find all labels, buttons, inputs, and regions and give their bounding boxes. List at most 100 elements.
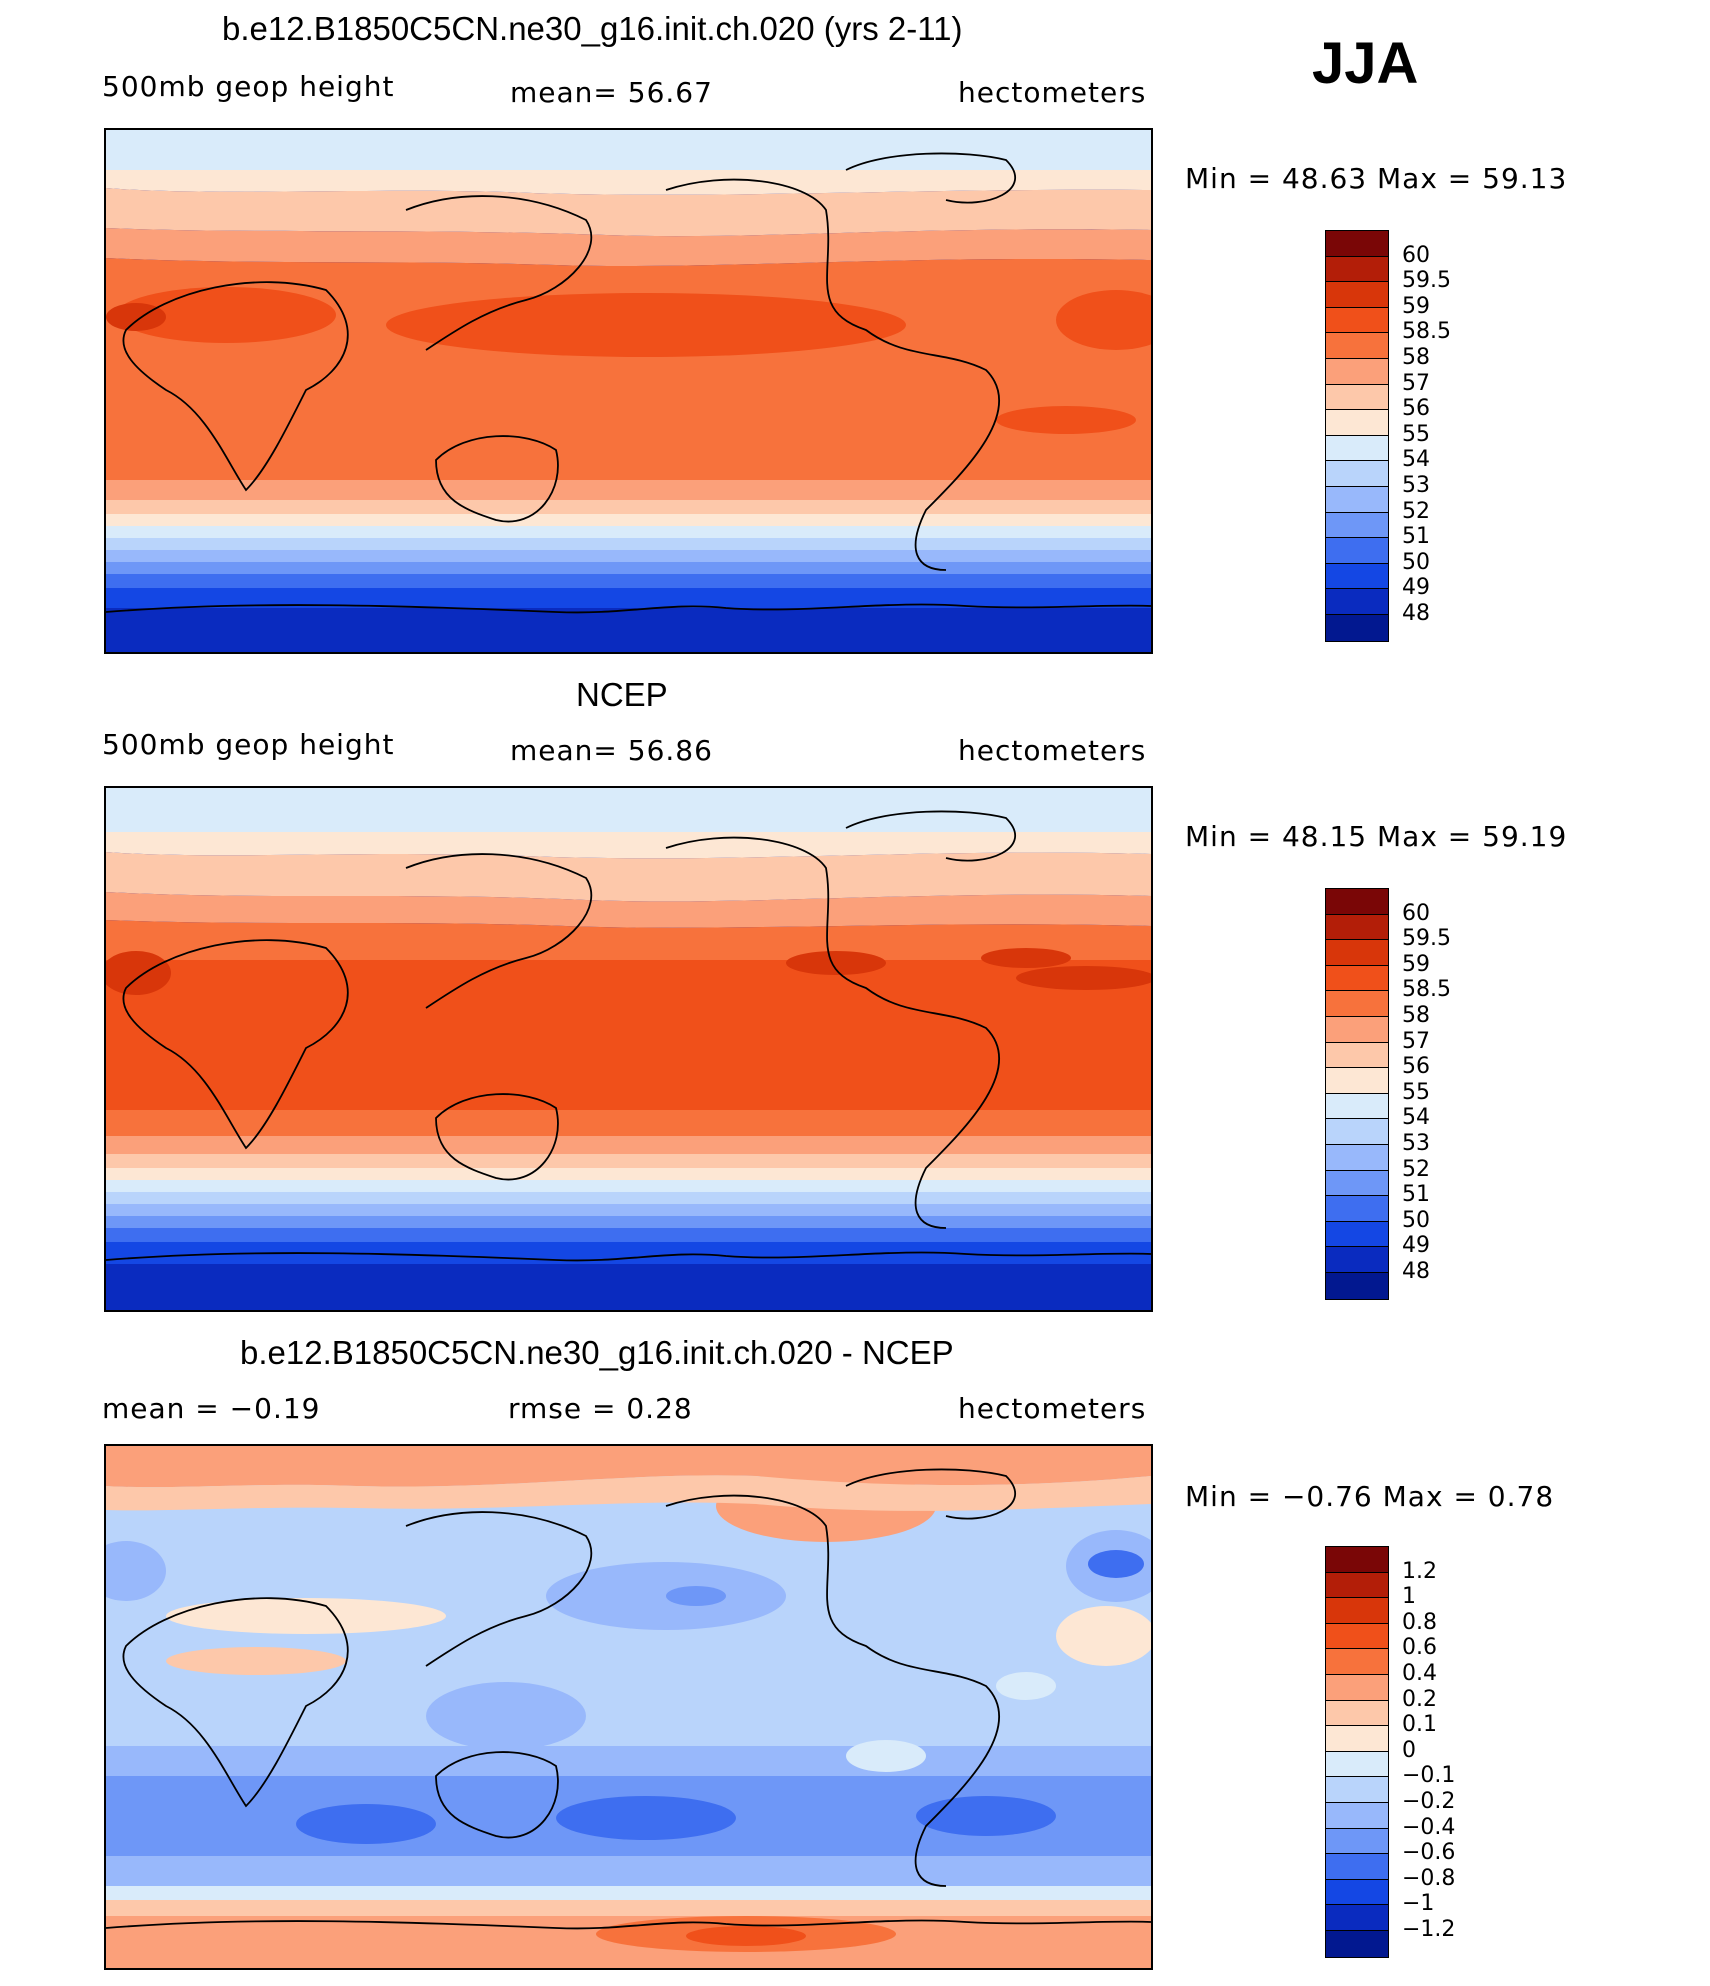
colorbar-swatch — [1326, 307, 1388, 334]
colorbar-swatch — [1326, 1016, 1388, 1043]
panel-2-min-max: Min = 48.15 Max = 59.19 — [1185, 820, 1568, 853]
panel-1-colorbar — [1325, 230, 1389, 642]
colorbar-swatch — [1326, 1777, 1388, 1803]
panel-2-colorbar — [1325, 888, 1389, 1300]
panel-1-units-label: hectometers — [958, 76, 1147, 109]
colorbar-tick-label: 55 — [1402, 1079, 1430, 1105]
panel-2-mean-label: mean= 56.86 — [510, 734, 713, 767]
colorbar-swatch — [1326, 1221, 1388, 1248]
colorbar-swatch — [1326, 614, 1388, 641]
colorbar-tick-label: −0.6 — [1402, 1840, 1456, 1866]
panel-3-title: b.e12.B1850C5CN.ne30_g16.init.ch.020 - N… — [240, 1334, 954, 1371]
colorbar-tick-label: 1 — [1402, 1584, 1416, 1610]
colorbar-tick-label: 54 — [1402, 1105, 1430, 1131]
panel-3-mean-label: mean = −0.19 — [102, 1392, 321, 1425]
colorbar-tick-label: 0.8 — [1402, 1609, 1437, 1635]
colorbar-swatch — [1326, 1247, 1388, 1273]
colorbar-swatch — [1326, 1674, 1388, 1701]
colorbar-tick-label: 0.4 — [1402, 1661, 1437, 1686]
colorbar-swatch — [1326, 1119, 1388, 1145]
colorbar-tick-label: −0.1 — [1402, 1763, 1456, 1789]
panel-2-variable-label: 500mb geop height — [102, 728, 395, 761]
colorbar-tick-label: 59.5 — [1402, 926, 1451, 952]
colorbar-tick-label: 58.5 — [1402, 977, 1451, 1003]
panel-3-units-label: hectometers — [958, 1392, 1147, 1425]
colorbar-swatch — [1326, 1649, 1388, 1675]
colorbar-tick-label: 1.2 — [1402, 1558, 1437, 1584]
panel-1-min-max: Min = 48.63 Max = 59.13 — [1185, 162, 1568, 195]
colorbar-swatch — [1326, 563, 1388, 590]
colorbar-tick-label: 49 — [1402, 575, 1430, 601]
colorbar-tick-label: 51 — [1402, 524, 1430, 550]
colorbar-tick-label: 57 — [1402, 370, 1430, 396]
colorbar-tick-label: 58 — [1402, 345, 1430, 370]
colorbar-swatch — [1326, 1170, 1388, 1197]
colorbar-tick-label: 48 — [1402, 1259, 1430, 1284]
panel-1-mean-label: mean= 56.67 — [510, 76, 713, 109]
colorbar-swatch — [1326, 435, 1388, 462]
colorbar-swatch — [1326, 1905, 1388, 1931]
colorbar-swatch — [1326, 914, 1388, 941]
colorbar-tick-label: 56 — [1402, 1054, 1430, 1080]
colorbar-swatch — [1326, 410, 1388, 436]
colorbar-swatch — [1326, 1700, 1388, 1727]
colorbar-swatch — [1326, 1726, 1388, 1752]
colorbar-tick-label: 60 — [1402, 242, 1430, 268]
colorbar-tick-label: 59.5 — [1402, 268, 1451, 294]
colorbar-tick-label: −0.8 — [1402, 1865, 1456, 1891]
colorbar-swatch — [1326, 1144, 1388, 1171]
panel-3-colorbar — [1325, 1546, 1389, 1958]
colorbar-swatch — [1326, 940, 1388, 966]
colorbar-swatch — [1326, 282, 1388, 308]
panel-3-rmse-label: rmse = 0.28 — [508, 1392, 693, 1425]
colorbar-swatch — [1326, 231, 1388, 257]
colorbar-swatch — [1326, 461, 1388, 487]
colorbar-swatch — [1326, 1879, 1388, 1906]
colorbar-swatch — [1326, 889, 1388, 915]
colorbar-swatch — [1326, 256, 1388, 283]
panel-1-title: b.e12.B1850C5CN.ne30_g16.init.ch.020 (yr… — [222, 10, 963, 47]
colorbar-tick-label: 0.6 — [1402, 1635, 1437, 1661]
colorbar-swatch — [1326, 1802, 1388, 1829]
colorbar-tick-label: 56 — [1402, 396, 1430, 422]
colorbar-swatch — [1326, 384, 1388, 411]
colorbar-tick-label: 48 — [1402, 601, 1430, 626]
colorbar-tick-label: 53 — [1402, 1131, 1430, 1156]
colorbar-tick-label: 52 — [1402, 498, 1430, 524]
colorbar-tick-label: 52 — [1402, 1156, 1430, 1182]
colorbar-swatch — [1326, 1068, 1388, 1094]
colorbar-tick-label: 50 — [1402, 1207, 1430, 1233]
panel-1-variable-label: 500mb geop height — [102, 70, 395, 103]
colorbar-swatch — [1326, 1854, 1388, 1880]
colorbar-swatch — [1326, 589, 1388, 615]
colorbar-tick-label: 60 — [1402, 900, 1430, 926]
colorbar-swatch — [1326, 1930, 1388, 1957]
colorbar-tick-label: 49 — [1402, 1233, 1430, 1259]
colorbar-swatch — [1326, 991, 1388, 1017]
colorbar-swatch — [1326, 1751, 1388, 1778]
colorbar-tick-label: 0.2 — [1402, 1686, 1437, 1712]
colorbar-tick-label: −0.4 — [1402, 1814, 1456, 1840]
colorbar-swatch — [1326, 512, 1388, 539]
colorbar-swatch — [1326, 1093, 1388, 1120]
panel-3-min-max: Min = −0.76 Max = 0.78 — [1185, 1480, 1555, 1513]
colorbar-swatch — [1326, 1196, 1388, 1222]
colorbar-swatch — [1326, 965, 1388, 992]
colorbar-swatch — [1326, 333, 1388, 359]
colorbar-tick-label: 59 — [1402, 293, 1430, 319]
colorbar-swatch — [1326, 1547, 1388, 1573]
colorbar-tick-label: 54 — [1402, 447, 1430, 473]
panel-3-map — [104, 1444, 1153, 1970]
colorbar-tick-label: 50 — [1402, 549, 1430, 575]
colorbar-tick-label: −1.2 — [1402, 1917, 1456, 1942]
season-label: JJA — [1312, 31, 1419, 96]
colorbar-tick-label: 51 — [1402, 1182, 1430, 1208]
colorbar-swatch — [1326, 358, 1388, 385]
colorbar-swatch — [1326, 1598, 1388, 1624]
colorbar-swatch — [1326, 538, 1388, 564]
colorbar-tick-label: −1 — [1402, 1891, 1435, 1917]
colorbar-swatch — [1326, 1572, 1388, 1599]
colorbar-tick-label: 58 — [1402, 1003, 1430, 1028]
colorbar-tick-label: 0 — [1402, 1737, 1416, 1763]
colorbar-tick-label: 0.1 — [1402, 1712, 1437, 1738]
